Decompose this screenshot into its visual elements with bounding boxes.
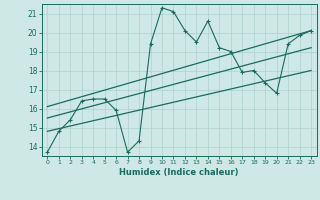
X-axis label: Humidex (Indice chaleur): Humidex (Indice chaleur) bbox=[119, 168, 239, 177]
